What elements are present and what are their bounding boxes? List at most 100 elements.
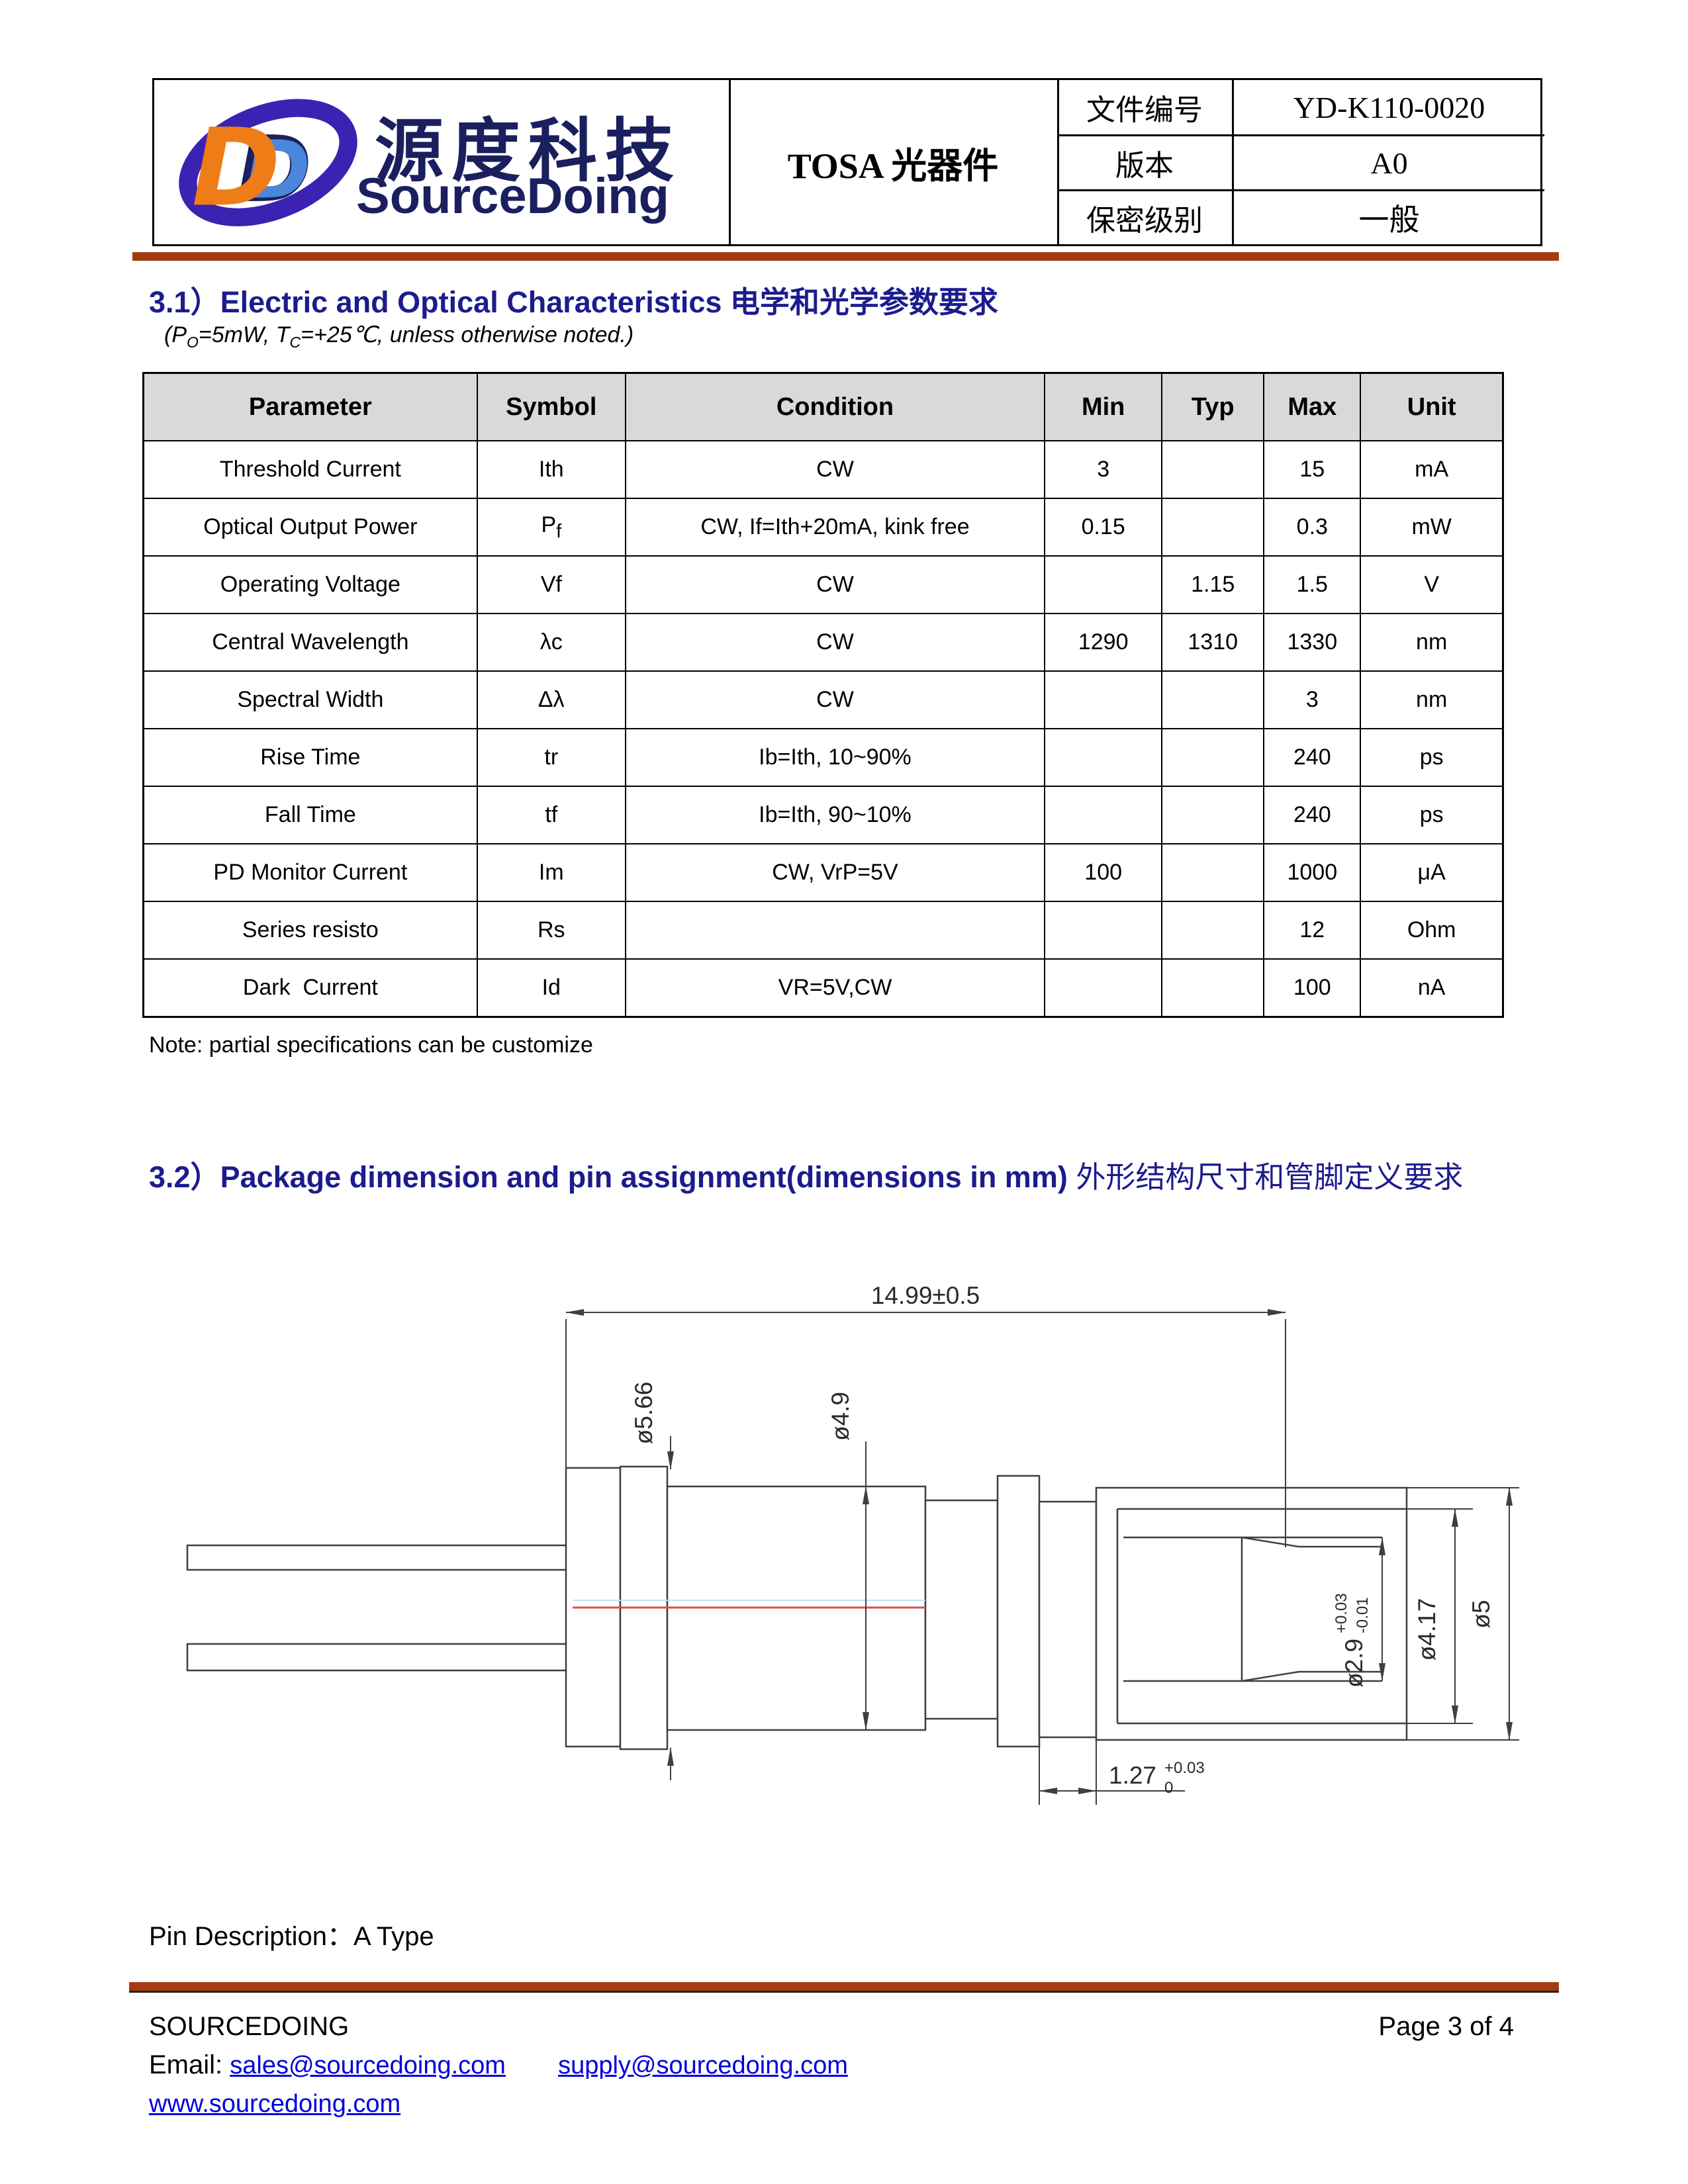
package-dimension-drawing: 14.99±0.5 ø5.66 ø4.9 ø2.9 +0.03 -0.01 ø4…: [186, 1282, 1519, 1805]
email-link-sales[interactable]: sales@sourcedoing.com: [230, 2052, 506, 2079]
footer-company: SOURCEDOING: [149, 2012, 350, 2041]
table-cell: [1161, 498, 1265, 557]
table-row: PD Monitor Current Im CW, VrP=5V 100 1000 μA: [142, 843, 1504, 902]
svg-text:1.27: 1.27: [1109, 1762, 1156, 1789]
header-divider: [1232, 80, 1234, 244]
table-row: Operating Voltage Vf CW 1.15 1.5 V: [142, 555, 1504, 614]
table-cell: [1161, 670, 1265, 729]
conditions-sub: C: [289, 333, 301, 351]
conditions-text: (P: [164, 322, 187, 347]
footer-website-row: www.sourcedoing.com: [149, 2090, 400, 2118]
mount-flange: [996, 1475, 1041, 1748]
table-cell: [1044, 728, 1163, 787]
column-header: Min: [1044, 372, 1163, 441]
table-cell: V: [1360, 555, 1504, 614]
table-cell: ps: [1360, 786, 1504, 844]
table-cell: 1310: [1161, 613, 1265, 672]
table-cell: Ib=Ith, 90~10%: [624, 786, 1046, 844]
table-cell: [1161, 958, 1265, 1018]
table-cell: 1330: [1263, 613, 1362, 672]
receptacle-body: [1095, 1486, 1408, 1741]
email-label: Email:: [149, 2050, 223, 2079]
table-cell: [1044, 958, 1163, 1018]
table-cell: CW: [624, 555, 1046, 614]
document-title: TOSA 光器件: [787, 146, 999, 186]
footer-rule: [129, 1982, 1559, 1993]
table-cell: 240: [1263, 786, 1362, 844]
section-3-2-title-zh: 外形结构尺寸和管脚定义要求: [1076, 1160, 1464, 1194]
table-cell: ps: [1360, 728, 1504, 787]
email-link-supply[interactable]: supply@sourcedoing.com: [558, 2052, 848, 2079]
table-row: Central Wavelength λc CW 1290 1310 1330 nm: [142, 613, 1504, 672]
section-3-1-title-zh: 电学和光学参数要求: [729, 285, 998, 319]
table-cell: 1.15: [1161, 555, 1265, 614]
table-cell: 3: [1044, 440, 1163, 499]
table-cell: Series resisto: [142, 901, 478, 960]
table-row: Optical Output Power Pf CW, If=Ith+20mA, k…: [142, 498, 1504, 557]
svg-text:D: D: [236, 116, 312, 223]
header-divider: [1057, 189, 1544, 191]
column-header: Typ: [1161, 372, 1265, 441]
section-3-1-number: 3.1）: [149, 285, 220, 319]
test-conditions-note: (PO=5mW, TC=+25℃, unless otherwise noted…: [164, 322, 633, 351]
table-cell: 100: [1044, 843, 1163, 902]
section-3-2-heading: 3.2）Package dimension and pin assignment…: [149, 1153, 1463, 1196]
page-number: Page 3 of 4: [1378, 2012, 1514, 2041]
dim-offset-label: 1.27 +0.03 0: [1109, 1759, 1205, 1797]
table-cell: [1161, 440, 1265, 499]
header-block: D D D 源度科技 SourceDoing TOSA 光器件 文件编号 YD-…: [152, 78, 1544, 246]
table-cell: Id: [476, 958, 626, 1018]
table-cell: Im: [476, 843, 626, 902]
svg-text:D: D: [245, 124, 311, 216]
field-value-doc-number: YD-K110-0020: [1293, 90, 1485, 124]
table-cell: 12: [1263, 901, 1362, 960]
table-cell: Fall Time: [142, 786, 478, 844]
table-cell: Ib=Ith, 10~90%: [624, 728, 1046, 787]
table-cell: Spectral Width: [142, 670, 478, 729]
table-cell: CW: [624, 613, 1046, 672]
conditions-text: =+25℃, unless otherwise noted.): [301, 322, 634, 347]
svg-text:0: 0: [1164, 1779, 1173, 1797]
website-link[interactable]: www.sourcedoing.com: [149, 2090, 401, 2118]
table-cell: [1161, 786, 1265, 844]
table-cell: Rs: [476, 901, 626, 960]
section-3-2-title-en: Package dimension and pin assignment(dim…: [220, 1160, 1068, 1194]
table-cell: 1.5: [1263, 555, 1362, 614]
table-cell: mA: [1360, 440, 1504, 499]
table-cell: mW: [1360, 498, 1504, 557]
dim-outer-ext: [1407, 1487, 1519, 1741]
table-cell: Central Wavelength: [142, 613, 478, 672]
table-row: Fall Time tf Ib=Ith, 90~10% 240 ps: [142, 786, 1504, 844]
pin-upper: [186, 1544, 574, 1571]
table-cell: 1290: [1044, 613, 1163, 672]
dim-inner-ext: [1407, 1508, 1473, 1724]
table-row: Dark Current Id VR=5V,CW 100 nA: [142, 958, 1504, 1018]
header-divider: [729, 80, 731, 244]
table-cell: CW: [624, 670, 1046, 729]
section-3-2-number: 3.2）: [149, 1160, 220, 1194]
field-value-security-level: 一般: [1358, 203, 1420, 237]
table-row: Spectral Width Δλ CW 3 nm: [142, 670, 1504, 729]
step-ring: [924, 1499, 999, 1720]
table-row: Series resisto Rs 12 Ohm: [142, 901, 1504, 960]
spec-table: Parameter Symbol Condition Min Typ Max Unit Th…: [142, 372, 1504, 1018]
table-cell: 15: [1263, 440, 1362, 499]
table-note: Note: partial specifications can be cust…: [149, 1032, 593, 1058]
pin-lower: [186, 1643, 574, 1672]
table-cell: Dark Current: [142, 958, 478, 1018]
table-cell: nm: [1360, 670, 1504, 729]
company-logo-icon: D D D: [179, 99, 357, 230]
table-cell: [1044, 786, 1163, 844]
table-cell: VR=5V,CW: [624, 958, 1046, 1018]
pin-description: Pin Description：A Type: [149, 1922, 434, 1951]
dim-cap-label: ø5.66: [630, 1382, 657, 1445]
section-3-1-title-en: Electric and Optical Characteristics: [220, 285, 722, 319]
table-cell: Vf: [476, 555, 626, 614]
table-cell: 240: [1263, 728, 1362, 787]
conditions-sub: O: [187, 333, 199, 351]
column-header: Parameter: [142, 372, 478, 441]
dim-bore-label: ø2.9 +0.03 -0.01: [1333, 1593, 1372, 1688]
footer-email-row: Email: sales@sourcedoing.com supply@sour…: [149, 2050, 848, 2080]
field-label-security-level: 保密级别: [1086, 205, 1203, 237]
svg-text:-0.01: -0.01: [1354, 1597, 1372, 1633]
